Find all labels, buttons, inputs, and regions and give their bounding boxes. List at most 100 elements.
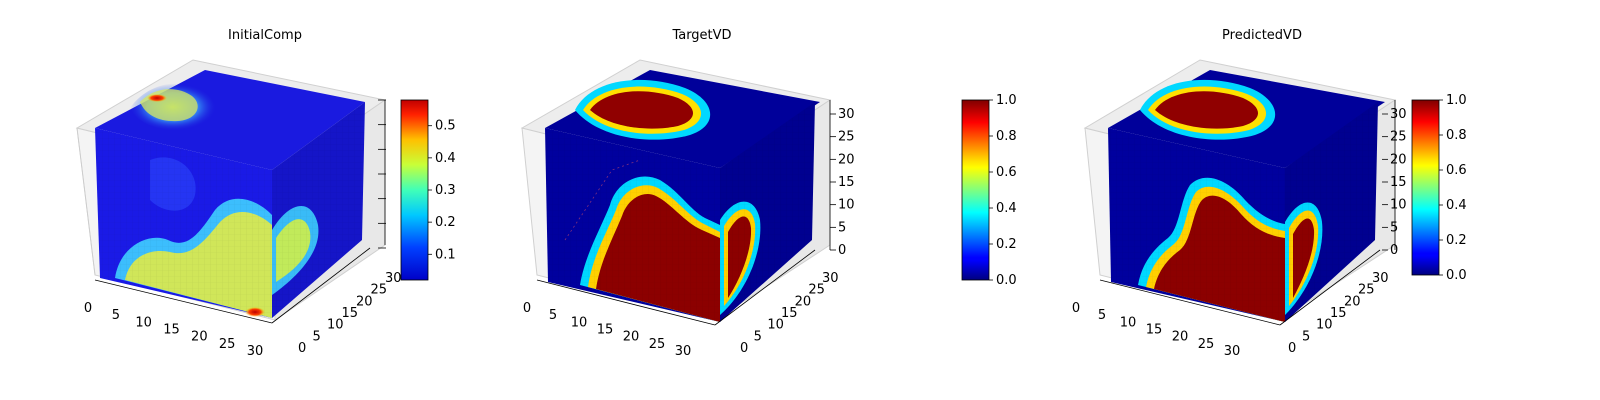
x-tick-label: 25 <box>1198 337 1215 352</box>
x-tick-label: 0 <box>1072 301 1080 316</box>
x-axis-line <box>1099 279 1281 326</box>
colorbar-tick-label: 0.2 <box>435 215 456 230</box>
z-tick-label: 0 <box>838 243 846 258</box>
z-tick-label: 15 <box>1390 175 1407 190</box>
x-tick-label: 20 <box>623 330 640 345</box>
z-tick-label: 30 <box>838 107 855 122</box>
colorbar-tick-label: 0.0 <box>996 273 1017 288</box>
z-tick-label: 15 <box>838 175 855 190</box>
x-tick-label: 25 <box>219 337 236 352</box>
colorbar-tick-label: 0.5 <box>435 119 456 134</box>
x-tick-labels: 0 5 10 15 20 25 30 <box>1072 301 1240 359</box>
colorbar <box>961 99 990 281</box>
z-tick-label: 5 <box>1390 220 1398 235</box>
z-tick-label: 10 <box>1390 198 1407 213</box>
y-tick-label: 25 <box>808 283 825 298</box>
colorbar-tick-labels: 0.0 0.2 0.4 0.6 0.8 1.0 <box>989 93 1017 288</box>
colorbar-tick-label: 0.4 <box>1446 198 1467 213</box>
z-tick-labels: 0 5 10 15 20 25 30 <box>1382 107 1407 258</box>
colorbar <box>400 99 429 281</box>
x-tick-label: 10 <box>1120 315 1137 330</box>
z-tick-label: 25 <box>838 130 855 145</box>
x-tick-label: 30 <box>1224 344 1241 359</box>
y-tick-label: 5 <box>754 329 762 344</box>
cube-right-grid <box>720 102 815 322</box>
colorbar-tick-label: 0.4 <box>996 201 1017 216</box>
y-tick-label: 30 <box>822 271 839 286</box>
y-tick-label: 0 <box>1288 341 1296 356</box>
colorbar-tick-label: 0.2 <box>1446 233 1467 248</box>
y-tick-label: 10 <box>767 318 784 333</box>
panel-title: PredictedVD <box>1222 28 1302 43</box>
panel-initialcomp: InitialComp <box>75 28 456 359</box>
x-tick-label: 5 <box>549 308 557 323</box>
x-tick-label: 25 <box>649 337 666 352</box>
y-tick-label: 10 <box>327 318 344 333</box>
x-tick-labels: 0 5 10 15 20 25 30 <box>84 301 263 359</box>
x-tick-label: 15 <box>163 323 180 338</box>
z-tick-label: 10 <box>838 198 855 213</box>
y-tick-label: 10 <box>1316 318 1333 333</box>
panel-predictedvd: PredictedVD 0 5 10 15 20 25 30 051 <box>1072 28 1467 359</box>
cube-front-grid <box>95 128 272 318</box>
y-tick-label: 5 <box>313 329 321 344</box>
colorbar-tick-label: 0.6 <box>996 165 1017 180</box>
y-axis-line <box>714 249 816 326</box>
z-tick-label: 5 <box>838 220 846 235</box>
z-tick-label: 25 <box>1390 130 1407 145</box>
colorbar <box>1411 99 1440 276</box>
y-tick-label: 0 <box>298 341 306 356</box>
y-tick-label: 20 <box>1344 294 1361 309</box>
y-tick-label: 15 <box>342 306 359 321</box>
colorbar-tick-label: 0.8 <box>996 129 1017 144</box>
z-tick-labels: 0 5 10 15 20 25 30 <box>830 107 855 258</box>
y-axis-line <box>271 247 371 324</box>
x-tick-label: 5 <box>112 308 120 323</box>
y-tick-label: 30 <box>1372 271 1389 286</box>
x-axis-line <box>536 279 716 326</box>
cube-top-blob <box>575 79 711 140</box>
cube-right-grid <box>272 102 365 318</box>
y-tick-label: 5 <box>1302 329 1310 344</box>
x-axis-line <box>94 279 273 324</box>
x-tick-label: 30 <box>247 344 264 359</box>
x-tick-label: 5 <box>1098 308 1106 323</box>
x-tick-label: 10 <box>571 315 588 330</box>
cube-front-grid <box>545 128 720 322</box>
colorbar-tick-label: 0.4 <box>435 151 456 166</box>
y-axis-line <box>1279 249 1381 326</box>
y-tick-label: 25 <box>1358 283 1375 298</box>
cube-front-grid <box>1108 128 1285 322</box>
y-tick-label: 15 <box>781 306 798 321</box>
x-tick-label: 10 <box>135 315 152 330</box>
x-tick-label: 20 <box>191 330 208 345</box>
cube-top-blob <box>1140 79 1276 140</box>
x-tick-label: 30 <box>675 344 692 359</box>
colorbar-tick-label: 0.8 <box>1446 128 1467 143</box>
colorbar-tick-label: 1.0 <box>1446 93 1467 108</box>
y-tick-label: 30 <box>385 271 402 286</box>
cube-top-blob <box>130 83 216 131</box>
colorbar-tick-label: 0.6 <box>1446 163 1467 178</box>
z-tick-label: 20 <box>1390 152 1407 167</box>
x-tick-labels: 0 5 10 15 20 25 30 <box>523 301 691 359</box>
z-tick-label: 0 <box>1390 243 1398 258</box>
colorbar-tick-label: 0.2 <box>996 237 1017 252</box>
panel-title: TargetVD <box>671 28 731 43</box>
colorbar-tick-labels: 0.0 0.2 0.4 0.6 0.8 1.0 <box>1439 93 1467 283</box>
y-tick-label: 25 <box>371 283 388 298</box>
panel-targetvd: TargetVD 0 5 10 15 <box>520 28 1017 359</box>
cube-right-grid <box>1285 102 1378 322</box>
x-tick-label: 20 <box>1172 330 1189 345</box>
colorbar-tick-label: 0.3 <box>435 183 456 198</box>
colorbar-tick-labels: 0.1 0.2 0.3 0.4 0.5 <box>428 119 456 262</box>
panel-title: InitialComp <box>228 28 302 43</box>
y-tick-label: 20 <box>795 294 812 309</box>
y-tick-label: 15 <box>1330 306 1347 321</box>
z-tick-label: 30 <box>1390 107 1407 122</box>
x-tick-label: 15 <box>1146 323 1163 338</box>
y-tick-label: 0 <box>740 341 748 356</box>
x-tick-label: 15 <box>597 323 614 338</box>
